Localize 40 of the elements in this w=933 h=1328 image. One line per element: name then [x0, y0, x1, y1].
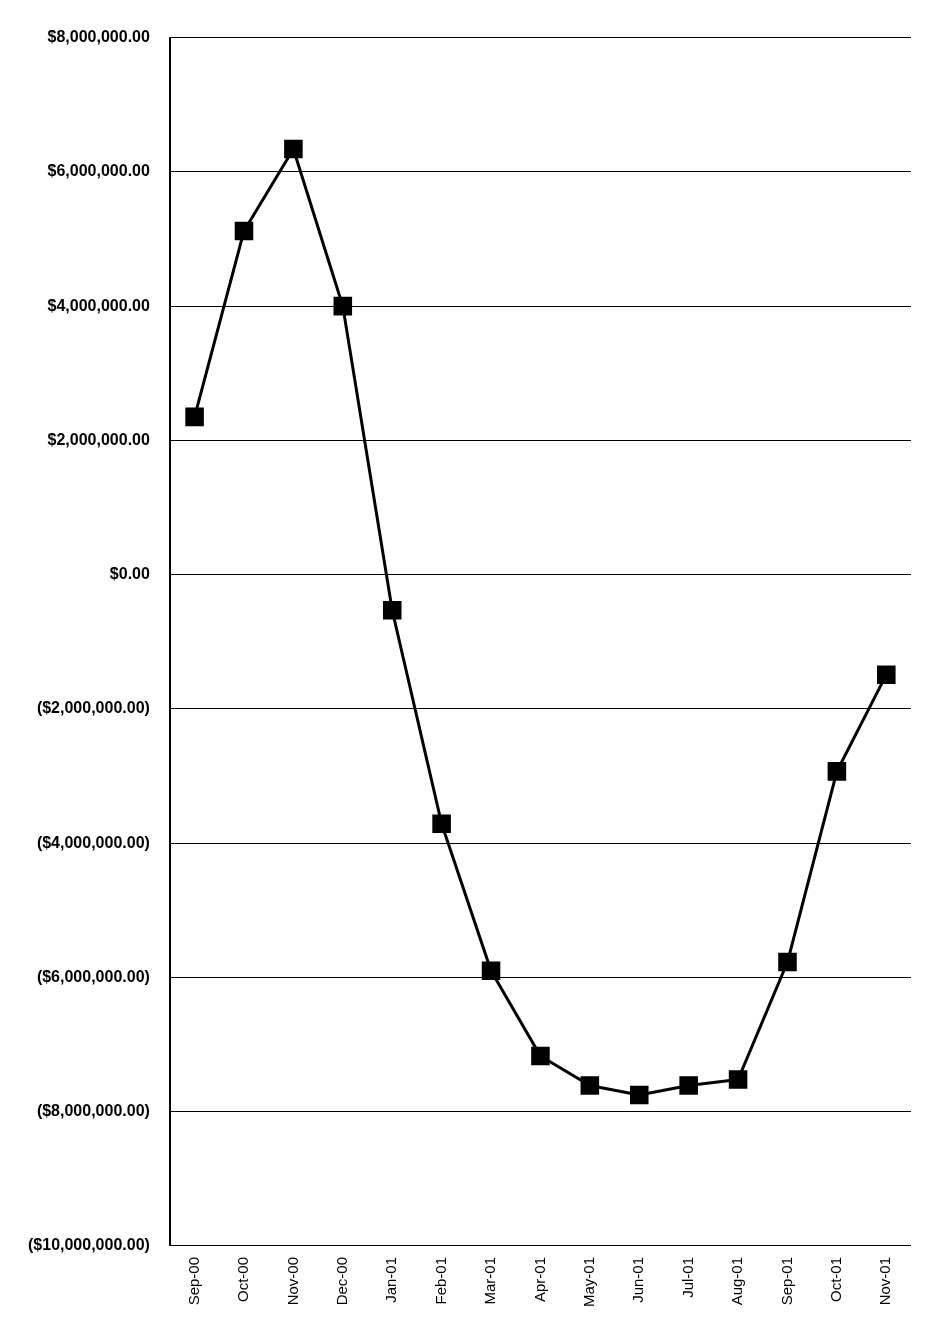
x-tick-label: Jan-01 [382, 1256, 400, 1303]
x-tick-label: Feb-01 [431, 1256, 449, 1305]
x-tick-label: Sep-00 [184, 1256, 202, 1306]
point [629, 1085, 649, 1105]
point [728, 1070, 748, 1089]
point [382, 600, 402, 620]
x-tick-label: Mar-01 [481, 1256, 499, 1305]
y-tick-label: ($2,000,000.00) [36, 699, 150, 717]
point [432, 814, 451, 833]
y-tick-label: $4,000,000.00 [47, 296, 150, 314]
point [531, 1046, 550, 1066]
y-tick-label: ($8,000,000.00) [36, 1102, 150, 1120]
x-tick-label: Apr-01 [530, 1256, 548, 1303]
x-tick-label: Jun-01 [629, 1256, 647, 1303]
x-tick-label: Oct-00 [234, 1256, 252, 1302]
point [234, 221, 254, 241]
x-tick-label: Dec-00 [332, 1256, 350, 1306]
point [580, 1076, 600, 1095]
point [679, 1076, 698, 1095]
x-tick-label: Jul-01 [678, 1256, 696, 1298]
point [481, 961, 501, 981]
x-tick-label: Nov-00 [283, 1256, 301, 1306]
y-tick-label: $6,000,000.00 [47, 162, 150, 180]
point [778, 952, 797, 972]
x-tick-label: Oct-01 [827, 1256, 845, 1302]
y-tick-label: ($4,000,000.00) [36, 833, 150, 851]
y-tick-label: ($6,000,000.00) [36, 967, 150, 985]
point [284, 139, 303, 159]
x-tick-label: May-01 [579, 1256, 597, 1308]
x-tick-label: Nov-01 [876, 1256, 894, 1306]
y-tick-label: $0.00 [109, 565, 150, 583]
y-tick-label: ($10,000,000.00) [28, 1236, 150, 1254]
point [333, 296, 353, 316]
x-tick-label: Aug-01 [728, 1256, 746, 1306]
x-tick-label: Sep-01 [777, 1256, 795, 1306]
point [185, 407, 204, 427]
y-tick-label: $8,000,000.00 [47, 28, 150, 46]
y-tick-label: $2,000,000.00 [47, 430, 150, 448]
point [877, 665, 896, 684]
point [827, 762, 847, 781]
